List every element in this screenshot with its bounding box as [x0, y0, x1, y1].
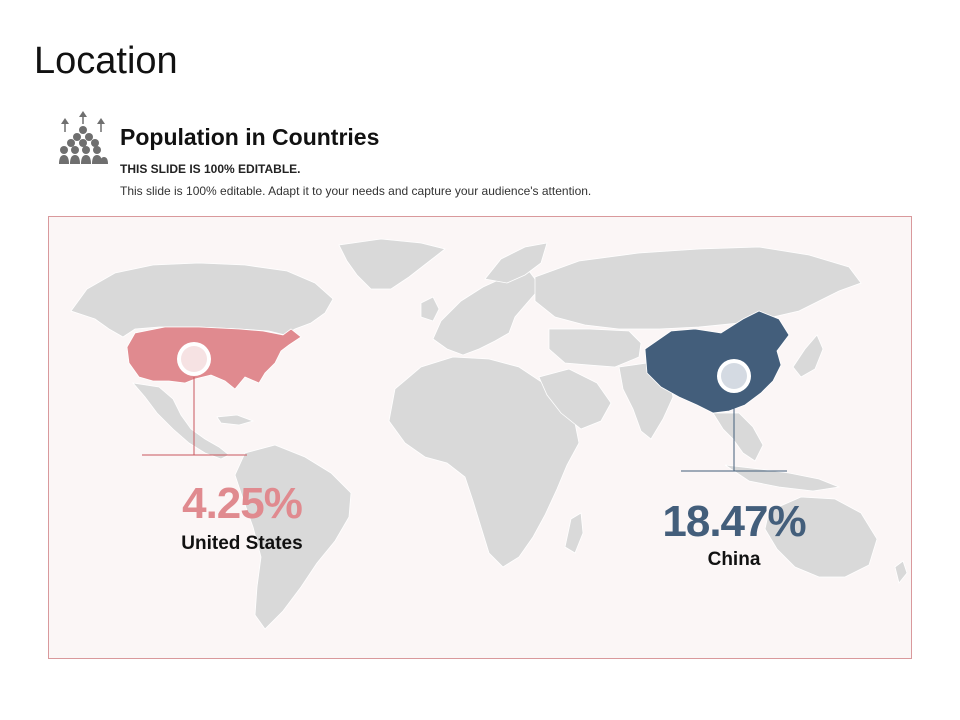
caribbean-shape — [216, 414, 255, 426]
scandinavia-shape — [484, 242, 548, 284]
uk-shape — [420, 296, 440, 322]
central-asia-shape — [548, 328, 642, 368]
indonesia-shape — [724, 464, 841, 492]
section-heading: Population in Countries — [120, 124, 380, 150]
china-percentage: 18.47% — [662, 497, 806, 546]
us-percentage: 4.25% — [182, 479, 303, 528]
china-marker — [681, 359, 787, 472]
japan-shape — [792, 334, 824, 378]
slide-title: Location — [34, 40, 178, 82]
north-america-shape — [70, 262, 334, 338]
us-marker — [142, 342, 247, 456]
us-marker-dot — [181, 346, 207, 372]
us-country-label: United States — [181, 533, 303, 554]
russia-shape — [534, 246, 862, 330]
europe-shape — [432, 270, 542, 356]
china-country-label: China — [707, 549, 761, 570]
australia-shape — [764, 496, 878, 578]
world-map-panel: 4.25% United States 18.47% China — [48, 216, 912, 659]
section-description: This slide is 100% editable. Adapt it to… — [120, 184, 592, 198]
china-shape — [644, 310, 790, 414]
new-zealand-shape — [894, 560, 908, 584]
madagascar-shape — [564, 512, 584, 554]
china-marker-dot — [721, 363, 747, 389]
united-states-shape — [126, 326, 302, 390]
south-america-shape — [234, 444, 352, 630]
central-america-shape — [131, 382, 230, 460]
section-subheading: THIS SLIDE IS 100% EDITABLE. — [120, 162, 301, 176]
africa-shape — [388, 356, 580, 568]
greenland-shape — [338, 238, 446, 290]
arabia-shape — [538, 368, 612, 430]
world-map — [70, 238, 908, 630]
people-growth-icon — [56, 110, 110, 166]
southeast-asia-shape — [712, 412, 764, 462]
